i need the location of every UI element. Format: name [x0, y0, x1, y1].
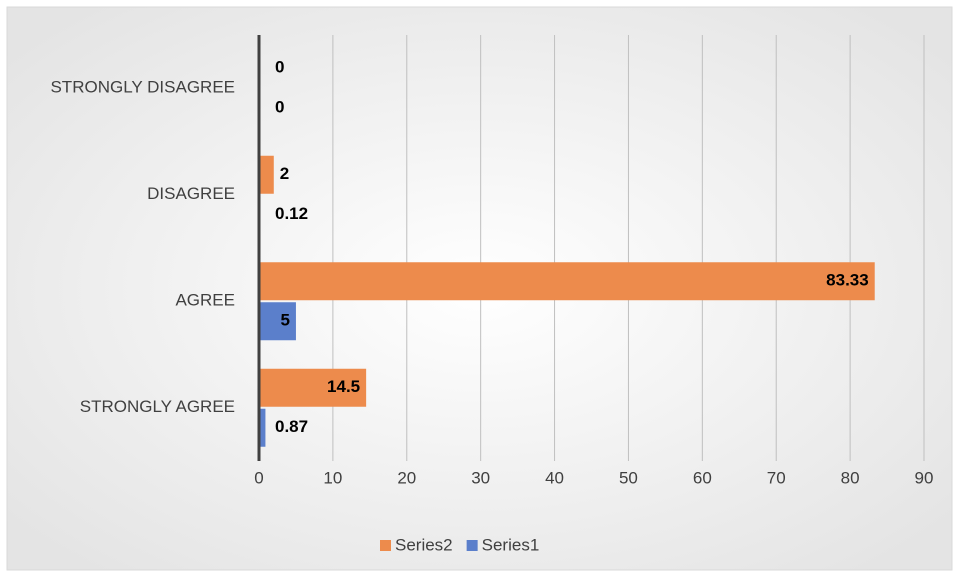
x-tick-label: 70 — [767, 468, 786, 487]
y-tick-label: STRONGLY AGREE — [80, 397, 235, 416]
y-tick-label: DISAGREE — [147, 184, 235, 203]
data-label: 14.5 — [327, 377, 360, 396]
x-tick-label: 0 — [254, 468, 263, 487]
data-label: 0 — [275, 58, 284, 77]
bar — [259, 368, 367, 407]
legend-swatch — [466, 540, 478, 551]
data-label: 5 — [280, 311, 289, 330]
bar — [259, 408, 266, 447]
data-label: 0.12 — [275, 204, 308, 223]
x-tick-label: 50 — [619, 468, 638, 487]
x-tick-label: 30 — [471, 468, 490, 487]
legend-label: Series2 — [395, 535, 453, 554]
data-label: 2 — [280, 164, 289, 183]
legend-swatch — [380, 540, 391, 551]
data-label: 0 — [275, 98, 284, 117]
x-tick-label: 20 — [397, 468, 416, 487]
x-tick-label: 80 — [841, 468, 860, 487]
x-tick-label: 10 — [323, 468, 342, 487]
x-tick-label: 60 — [693, 468, 712, 487]
bar — [259, 155, 274, 194]
x-tick-label: 90 — [915, 468, 934, 487]
data-label: 83.33 — [826, 271, 869, 290]
legend-label: Series1 — [482, 535, 540, 554]
bar — [259, 302, 296, 341]
y-tick-label: AGREE — [175, 291, 235, 310]
x-tick-label: 40 — [545, 468, 564, 487]
data-label: 0.87 — [275, 417, 308, 436]
y-tick-label: STRONGLY DISAGREE — [50, 78, 235, 97]
bar — [259, 262, 875, 301]
